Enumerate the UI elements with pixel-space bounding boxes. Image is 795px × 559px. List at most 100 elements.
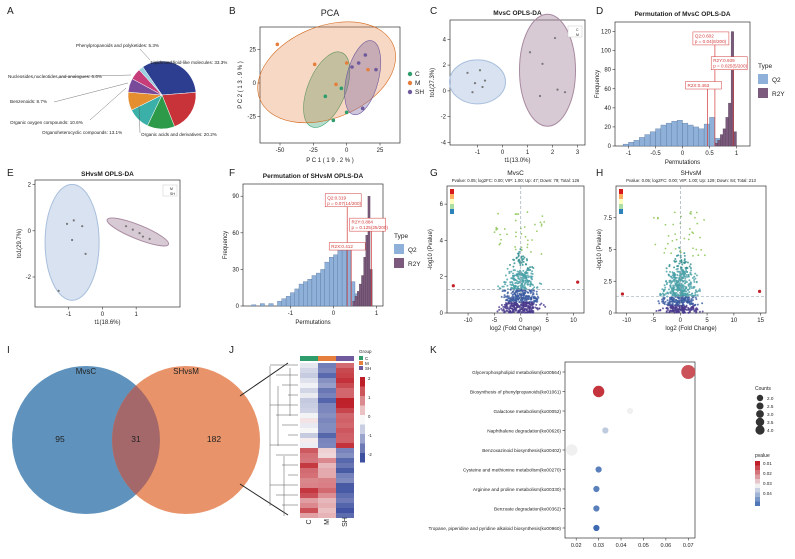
kegg-counts-swatch (755, 425, 765, 435)
volcano-mvsc-point (506, 284, 509, 287)
volcano-mvsc-outlier-point (451, 284, 455, 288)
volcano-shvsm-sig-point (674, 233, 677, 236)
volcano-shvsm-sig-point (691, 231, 694, 234)
opls-mvsc-xtick-label: 2 (551, 150, 555, 156)
volcano-mvsc-point (506, 267, 509, 270)
kegg-counts-swatch (756, 410, 764, 418)
volcano-mvsc-point (525, 298, 528, 301)
volcano-mvsc-ytick-label: 2 (440, 275, 444, 281)
heatmap-cell (336, 468, 354, 473)
kegg-pvalue-label: 0.02 (763, 471, 772, 476)
volcano-shvsm-point (669, 270, 672, 273)
volcano-mvsc-sig-point (526, 239, 529, 242)
heatmap-cell (318, 413, 336, 418)
pie-label: Benzenoids: 8.7% (10, 99, 47, 104)
perm-shvsm-ytick-label: 0 (236, 304, 240, 310)
volcano-mvsc-sig-point (539, 221, 542, 224)
perm-mvsc-r2y-bar (725, 117, 729, 147)
heatmap-column-label: C (306, 519, 313, 524)
perm-shvsm-q2-bar (277, 300, 282, 307)
heatmap-cell (336, 378, 354, 383)
volcano-shvsm-point (677, 293, 680, 296)
volcano-mvsc-point (514, 291, 517, 294)
volcano-shvsm-sig-point (696, 222, 699, 225)
volcano-mvsc-outlier-point (576, 280, 580, 284)
volcano-mvsc-point (523, 307, 526, 310)
volcano-shvsm-point (693, 309, 696, 312)
perm-shvsm-q2-bar (324, 261, 330, 307)
volcano-mvsc-point (516, 290, 519, 293)
opls-shvsm-frame (34, 179, 181, 308)
kegg-xtick-label: 0.03 (593, 543, 604, 549)
heatmap-cell (318, 513, 336, 518)
volcano-shvsm-sig-point (699, 236, 701, 239)
kegg-category-label: Benzoate degradation(ko00362) (494, 507, 561, 512)
volcano-shvsm-point (688, 291, 691, 294)
volcano-mvsc-point (513, 279, 516, 282)
heatmap-group-bar (318, 356, 336, 361)
perm-mvsc-annotation-text: R2X:0.463 (688, 83, 710, 88)
venn-only-a-count: 95 (55, 434, 65, 444)
pca-point-M (344, 61, 349, 65)
kegg-category-label: Cysteine and methionine metabolism(ko002… (463, 468, 561, 473)
perm-mvsc-xtick-label: -1 (626, 151, 632, 157)
volcano-shvsm-point (681, 304, 684, 307)
volcano-shvsm-point (666, 292, 669, 295)
volcano-mvsc-colorbar-segment (450, 194, 454, 199)
volcano-mvsc-point (498, 308, 501, 311)
volcano-mvsc-sig-point (523, 226, 526, 228)
perm-shvsm-q2-bar (333, 254, 338, 307)
volcano-mvsc-xtick-label: -10 (464, 318, 473, 324)
volcano-mvsc-point (496, 310, 499, 313)
heatmap-cell (336, 443, 354, 448)
heatmap-cell (300, 378, 318, 383)
volcano-mvsc-point (512, 308, 515, 311)
pca-point-C (344, 110, 349, 115)
pca-xtick-label: 0 (345, 148, 349, 154)
volcano-shvsm-point (668, 296, 671, 299)
volcano-mvsc-colorbar-segment (450, 204, 454, 209)
volcano-shvsm-point (701, 302, 704, 305)
perm-mvsc-xtick-label: 0.5 (705, 151, 714, 157)
volcano-mvsc-point (528, 295, 531, 298)
volcano-mvsc-point (510, 277, 513, 280)
heatmap-scale-segment (360, 434, 365, 444)
kegg-counts-swatch (756, 402, 764, 410)
kegg-pvalue-segment (755, 474, 760, 479)
volcano-mvsc-point (524, 275, 527, 278)
perm-mvsc-q2-bar (698, 128, 705, 147)
heatmap-cell (300, 513, 318, 518)
heatmap-cell (318, 448, 336, 453)
heatmap-cell (336, 428, 354, 433)
volcano-shvsm-point (669, 284, 672, 287)
perm-mvsc-r2y-bar (722, 128, 726, 147)
volcano-shvsm-point (685, 299, 688, 302)
kegg-pvalue-title: pvalue (755, 453, 770, 459)
opls-mvsc-ytick-label: -2 (441, 115, 447, 121)
opls-mvsc-point-C (473, 82, 477, 85)
volcano-shvsm-point (694, 296, 697, 299)
pca-legend-label: SH (415, 89, 424, 96)
perm-mvsc-legend-title: Type (758, 63, 772, 70)
volcano-shvsm-ytick-label: 0 (609, 311, 613, 317)
perm-shvsm-q2-bar (316, 272, 321, 307)
volcano-mvsc-sig-point (526, 246, 529, 249)
opls-mvsc-legend-label: C (576, 28, 579, 32)
opls-shvsm-point-M (70, 238, 74, 242)
volcano-mvsc-point (511, 299, 514, 302)
volcano-shvsm-point (698, 310, 701, 313)
volcano-shvsm-point (672, 286, 675, 289)
pca-legend-label: M (415, 80, 420, 87)
volcano-mvsc-point (522, 295, 525, 298)
volcano-shvsm-point (691, 299, 694, 302)
kegg-pvalue-segment (755, 470, 760, 475)
pca-point-SH (350, 65, 354, 69)
volcano-mvsc-point (506, 299, 509, 302)
perm-mvsc-title: Permutation of MvsC OPLS-DA (634, 11, 730, 18)
volcano-shvsm-point (670, 282, 673, 285)
volcano-shvsm-point (673, 272, 676, 275)
volcano-mvsc-sig-point (514, 248, 517, 251)
volcano-mvsc-point (523, 309, 526, 312)
volcano-mvsc-point (527, 291, 530, 294)
heatmap-cell (318, 363, 336, 368)
